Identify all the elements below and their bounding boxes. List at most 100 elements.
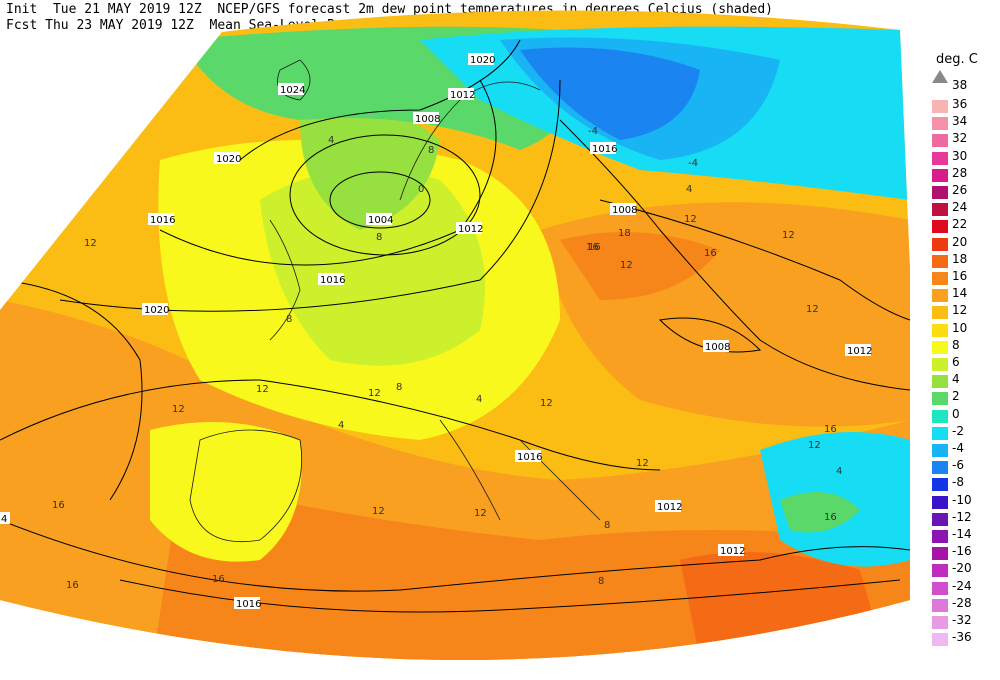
legend-label: -2 bbox=[952, 423, 964, 438]
svg-text:1016: 1016 bbox=[150, 215, 175, 226]
isobar-label: 1012 bbox=[456, 222, 483, 235]
legend-swatch bbox=[932, 358, 948, 371]
legend-swatch bbox=[932, 598, 948, 612]
legend-label: 4 bbox=[952, 372, 960, 387]
legend-label: -16 bbox=[952, 544, 972, 559]
legend-label: -20 bbox=[952, 561, 972, 576]
legend-swatch bbox=[932, 409, 948, 423]
dewpoint-label: 8 bbox=[286, 314, 292, 325]
dewpoint-label: 16 bbox=[588, 242, 601, 253]
isobar-label: 4 bbox=[0, 512, 10, 525]
legend-swatch bbox=[932, 306, 948, 320]
dewpoint-map: 1024 1020 1012 1008 1016 1020 1016 1004 … bbox=[0, 10, 910, 661]
svg-text:1012: 1012 bbox=[657, 502, 682, 513]
legend-label: -14 bbox=[952, 527, 972, 541]
legend-label: 2 bbox=[952, 389, 960, 404]
legend-swatch bbox=[932, 254, 948, 268]
legend-label: -12 bbox=[952, 509, 972, 524]
isobar-label: 1016 bbox=[590, 142, 617, 155]
legend-label: 12 bbox=[952, 303, 968, 318]
legend-swatch bbox=[932, 461, 948, 475]
legend-label: 18 bbox=[952, 251, 968, 266]
legend-swatch bbox=[932, 289, 948, 303]
dewpoint-label: 12 bbox=[84, 238, 97, 249]
legend-label: 22 bbox=[952, 217, 968, 232]
svg-text:4: 4 bbox=[1, 514, 7, 525]
legend-label: -10 bbox=[952, 492, 972, 507]
svg-text:1012: 1012 bbox=[458, 224, 483, 235]
isobar-label: 1008 bbox=[703, 340, 730, 353]
svg-text:1012: 1012 bbox=[720, 546, 745, 557]
legend-max-triangle bbox=[932, 70, 948, 83]
dewpoint-label: 16 bbox=[824, 512, 837, 523]
legend-label: 30 bbox=[952, 148, 968, 163]
dewpoint-shading bbox=[0, 10, 910, 661]
dewpoint-label: -4 bbox=[588, 126, 598, 137]
dewpoint-label: 16 bbox=[212, 574, 225, 585]
dewpoint-label: 12 bbox=[368, 388, 381, 399]
legend-swatch bbox=[932, 581, 948, 595]
legend-title: deg. C bbox=[936, 52, 978, 67]
legend-swatch bbox=[932, 426, 948, 440]
svg-text:1020: 1020 bbox=[216, 154, 241, 165]
dewpoint-label: 4 bbox=[328, 135, 334, 146]
isobar-label: 1012 bbox=[845, 344, 872, 357]
legend-label: 10 bbox=[952, 320, 968, 335]
legend-swatch bbox=[932, 512, 948, 526]
isobar-label: 1012 bbox=[655, 500, 682, 513]
legend-swatch bbox=[932, 340, 948, 354]
svg-text:1012: 1012 bbox=[450, 90, 475, 101]
svg-text:1008: 1008 bbox=[612, 205, 637, 216]
legend-label: 28 bbox=[952, 165, 968, 180]
dewpoint-label: 4 bbox=[338, 420, 344, 431]
legend-label: -4 bbox=[952, 441, 964, 455]
isobar-label: 1004 bbox=[366, 213, 393, 226]
dewpoint-label: 12 bbox=[172, 404, 185, 415]
dewpoint-labels: 12 12 16 16 8 4 8 12 12 16 12 16 12 12 4… bbox=[52, 126, 842, 591]
legend-label: 26 bbox=[952, 183, 968, 197]
dewpoint-label: 8 bbox=[428, 145, 434, 156]
legend-swatch bbox=[932, 616, 948, 629]
legend-label: -28 bbox=[952, 595, 972, 610]
svg-text:1020: 1020 bbox=[144, 305, 169, 316]
legend-label: 24 bbox=[952, 200, 968, 215]
isobar-label: 1024 bbox=[278, 83, 305, 96]
isobar-label: 1016 bbox=[318, 273, 345, 286]
isobar-label: 1008 bbox=[610, 203, 637, 216]
legend-swatch bbox=[932, 530, 948, 543]
svg-text:1004: 1004 bbox=[368, 215, 393, 226]
legend-swatch bbox=[932, 117, 948, 131]
svg-text:1016: 1016 bbox=[236, 599, 261, 610]
dewpoint-label: 12 bbox=[372, 506, 385, 517]
dewpoint-label: 12 bbox=[806, 304, 819, 315]
isobar-label: 1012 bbox=[448, 88, 475, 101]
dewpoint-label: 12 bbox=[474, 508, 487, 519]
dewpoint-label: 12 bbox=[636, 458, 649, 469]
legend-label: -32 bbox=[952, 613, 972, 627]
legend-label: 14 bbox=[952, 286, 968, 301]
dewpoint-label: 16 bbox=[824, 424, 837, 435]
legend-top-label: 38 bbox=[952, 78, 968, 92]
dewpoint-label: 16 bbox=[704, 248, 717, 259]
isobar-labels: 1024 1020 1012 1008 1016 1020 1016 1004 … bbox=[0, 53, 872, 610]
svg-text:1016: 1016 bbox=[592, 144, 617, 155]
legend-label: -8 bbox=[952, 475, 964, 490]
isobar-label: 1020 bbox=[214, 152, 241, 165]
legend-label: 32 bbox=[952, 131, 968, 146]
legend-swatch bbox=[932, 392, 948, 406]
dewpoint-label: 16 bbox=[586, 242, 599, 253]
dewpoint-label: 0 bbox=[418, 184, 424, 195]
legend-swatch bbox=[932, 478, 948, 492]
isobar-label: 1016 bbox=[148, 213, 175, 226]
legend-label: -6 bbox=[952, 458, 964, 473]
legend-swatch bbox=[932, 564, 948, 578]
legend-label: 34 bbox=[952, 114, 968, 129]
legend-label: 6 bbox=[952, 355, 960, 369]
svg-text:1016: 1016 bbox=[320, 275, 345, 286]
dewpoint-label: 12 bbox=[782, 230, 795, 241]
legend-swatch bbox=[932, 220, 948, 234]
legend-swatch bbox=[932, 237, 948, 251]
dewpoint-label: 4 bbox=[836, 466, 842, 477]
legend-label: -24 bbox=[952, 578, 972, 593]
legend-label: -36 bbox=[952, 630, 972, 645]
